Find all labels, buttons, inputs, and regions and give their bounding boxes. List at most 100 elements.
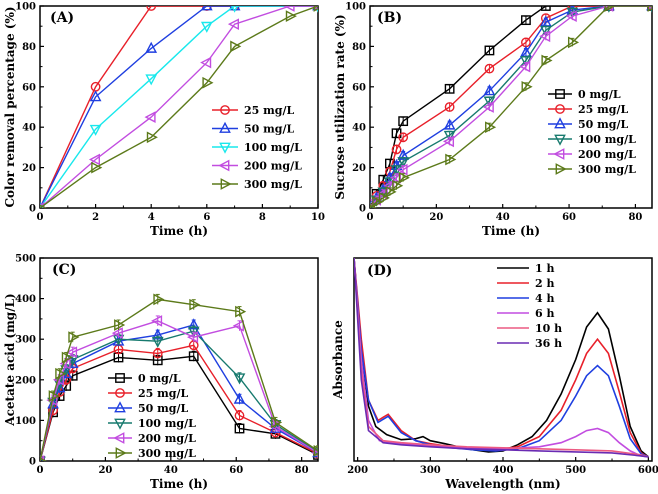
data-point: [604, 6, 616, 12]
data-point: [202, 76, 214, 89]
data-point: [88, 153, 101, 166]
data-point: [271, 416, 283, 429]
legend-entry: 6 h: [535, 307, 554, 320]
data-point: [61, 351, 73, 364]
data-point: [378, 192, 390, 204]
x-axis-label: Time (h): [482, 224, 540, 238]
legend-entry: 0 mg/L: [138, 372, 181, 385]
chart-panel-d: 200 300 400 500 600 Wavelength (nm) Absorbance…: [331, 257, 658, 491]
x-tick-label: 600: [638, 465, 658, 476]
x-tick-label: 6: [203, 212, 210, 223]
legend-marker: [555, 104, 565, 114]
series-5: [370, 6, 652, 208]
data-point: [540, 6, 551, 11]
series-line: [40, 6, 318, 208]
legend-marker: [553, 148, 565, 160]
y-tick-label: 60: [352, 82, 366, 93]
data-point: [443, 130, 456, 142]
data-point: [233, 392, 246, 404]
data-point: [114, 319, 126, 331]
y-tick-label: 500: [15, 254, 36, 265]
series-line: [354, 258, 649, 458]
series-5: [40, 293, 318, 461]
data-point: [398, 116, 409, 127]
legend-entry: 25 mg/L: [244, 104, 294, 117]
data-point: [370, 204, 377, 208]
data-point: [483, 84, 496, 96]
data-point: [442, 135, 455, 148]
legend-entry: 50 mg/L: [578, 118, 628, 131]
legend-marker: [219, 121, 231, 133]
legend-marker: [114, 418, 126, 430]
data-point: [68, 331, 80, 344]
legend-entry: 200 mg/L: [138, 432, 196, 445]
x-tick-label: 80: [628, 212, 642, 223]
legend-marker: [220, 178, 232, 190]
legend-entry: 36 h: [535, 337, 562, 350]
data-point: [111, 327, 123, 339]
legend: 0 mg/L 25 mg/L 50 mg/L 100 mg/L 200 mg/L 300 …: [548, 88, 636, 176]
x-tick-label: 300: [420, 465, 441, 476]
legend-entry: 300 mg/L: [244, 178, 302, 191]
x-axis-label: Time (h): [150, 477, 208, 491]
data-point: [66, 346, 78, 359]
data-point: [151, 315, 163, 327]
data-point: [91, 161, 103, 174]
legend-marker: [554, 134, 566, 146]
legend-marker: [114, 401, 126, 413]
data-point: [40, 457, 47, 461]
panel-label: (D): [367, 263, 392, 279]
x-axis-label: Wavelength (nm): [444, 477, 560, 491]
panel-label: (B): [377, 10, 402, 26]
data-point: [444, 83, 455, 94]
y-axis-label: Sucrose utilization rate (%): [333, 14, 347, 199]
legend-entry: 50 mg/L: [138, 402, 188, 415]
data-point: [187, 331, 199, 344]
series-line: [354, 258, 649, 458]
data-point: [232, 319, 244, 332]
legend-marker: [115, 447, 127, 459]
y-tick-label: 400: [15, 294, 36, 305]
legend-entry: 300 mg/L: [578, 163, 636, 176]
data-point: [145, 74, 158, 86]
data-point: [445, 153, 457, 166]
x-tick-label: 200: [347, 465, 368, 476]
legend-entry: 50 mg/L: [244, 123, 294, 136]
legend: 0 mg/L 25 mg/L 50 mg/L 100 mg/L 200 mg/L 300 …: [108, 372, 196, 460]
chart-panel-b: 0 20 40 60 80 0 20 40 60 80 100 Time (h) Sucrose uti…: [333, 2, 653, 238]
y-tick-label: 0: [359, 204, 366, 215]
legend-marker: [220, 105, 230, 115]
data-point: [396, 163, 408, 176]
legend-marker: [113, 432, 125, 444]
x-tick-label: 4: [148, 212, 155, 223]
data-point: [602, 6, 614, 12]
legend-entry: 200 mg/L: [578, 148, 636, 161]
x-tick-label: 10: [311, 212, 325, 223]
x-axis-label: Time (h): [150, 224, 208, 238]
data-point: [285, 10, 297, 22]
y-axis-label: Absorbance: [331, 320, 345, 400]
data-point: [521, 80, 533, 93]
y-axis-label: Acetate acid (mg/L): [3, 293, 17, 426]
y-tick-label: 80: [352, 42, 366, 53]
data-point: [567, 36, 580, 49]
data-point: [187, 326, 200, 338]
legend-marker: [115, 373, 125, 383]
x-tick-label: 8: [259, 212, 266, 223]
legend-entry: 100 mg/L: [244, 141, 302, 154]
x-tick-label: 40: [164, 465, 178, 476]
series-1: [354, 258, 649, 458]
data-point: [231, 6, 239, 13]
data-point: [55, 367, 67, 380]
y-tick-label: 60: [22, 82, 36, 93]
data-point: [233, 373, 246, 385]
x-tick-label: 0: [367, 212, 374, 223]
panel-label: (A): [50, 10, 74, 26]
data-point: [89, 90, 102, 102]
y-tick-label: 20: [352, 163, 366, 174]
data-point: [200, 56, 212, 69]
y-tick-label: 100: [345, 2, 366, 13]
x-tick-label: 20: [98, 465, 112, 476]
x-tick-label: 0: [37, 465, 44, 476]
